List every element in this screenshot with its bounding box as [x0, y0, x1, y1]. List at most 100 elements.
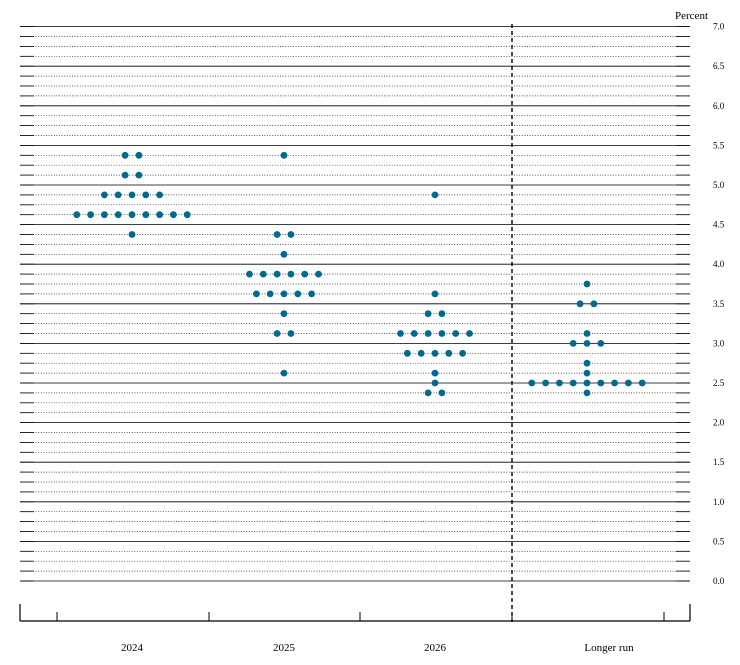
data-point: [266, 290, 274, 298]
data-point: [431, 349, 439, 357]
data-point: [542, 379, 549, 387]
data-points: [73, 151, 646, 397]
data-point: [315, 270, 322, 278]
y-tick-label: 2.0: [713, 418, 725, 428]
data-point: [280, 290, 288, 298]
y-tick-label: 3.5: [713, 299, 725, 309]
data-point: [410, 330, 418, 337]
data-point: [431, 379, 439, 387]
data-point: [583, 379, 591, 387]
data-point: [156, 191, 164, 199]
data-point: [438, 310, 446, 318]
data-point: [246, 270, 253, 278]
y-unit-label: Percent: [675, 10, 708, 22]
data-point: [556, 379, 563, 387]
data-point: [590, 300, 598, 308]
data-point: [452, 330, 460, 337]
data-point: [273, 330, 281, 337]
data-point: [576, 300, 584, 308]
data-point: [431, 369, 439, 377]
data-point: [438, 389, 446, 397]
data-point: [170, 211, 177, 219]
y-tick-label: 6.5: [713, 61, 725, 71]
data-point: [431, 290, 439, 298]
data-point: [424, 330, 432, 337]
data-point: [273, 231, 281, 238]
data-point: [397, 330, 404, 337]
data-point: [287, 231, 295, 238]
data-point: [121, 171, 129, 179]
data-point: [569, 340, 577, 347]
data-point: [135, 151, 143, 159]
x-category-label: 2026: [424, 642, 447, 654]
y-tick-label: 7.0: [713, 22, 725, 32]
data-point: [583, 330, 591, 337]
y-tick-label: 0.5: [713, 536, 725, 546]
y-tick-label: 4.5: [713, 220, 725, 230]
data-point: [287, 270, 295, 278]
data-point: [128, 191, 136, 199]
data-point: [583, 369, 591, 377]
data-point: [466, 330, 473, 337]
x-axis: [19, 604, 691, 622]
data-point: [128, 231, 136, 238]
data-point: [128, 211, 136, 219]
data-point: [583, 359, 591, 367]
data-point: [280, 369, 288, 377]
data-point: [142, 211, 150, 219]
x-category-label: 2024: [121, 642, 144, 654]
data-point: [114, 211, 122, 219]
data-point: [583, 340, 591, 347]
data-point: [597, 340, 605, 347]
data-point: [87, 211, 94, 219]
x-category-label: 2025: [273, 642, 296, 654]
data-point: [294, 290, 302, 298]
data-point: [73, 211, 81, 219]
y-tick-label: 1.0: [713, 497, 725, 507]
data-point: [273, 270, 281, 278]
y-tick-label: 4.0: [713, 259, 725, 269]
data-point: [135, 171, 143, 179]
data-point: [417, 349, 425, 357]
data-point: [638, 379, 646, 387]
data-point: [280, 151, 288, 159]
y-tick-label: 1.5: [713, 457, 725, 467]
data-point: [424, 310, 432, 318]
data-point: [459, 349, 466, 357]
y-tick-label: 6.0: [713, 101, 725, 111]
data-point: [142, 191, 150, 199]
x-category-labels: 2024 2025 2026 Longer run: [121, 642, 634, 654]
data-point: [445, 349, 453, 357]
data-point: [183, 211, 191, 219]
y-tick-labels: 0.0 0.5 1.0 1.5 2.0 2.5 3.0 3.5 4.0 4.5 5.0 5.5 6.0 6…: [713, 22, 725, 586]
data-point: [404, 349, 411, 357]
data-point: [287, 330, 295, 337]
data-point: [569, 379, 577, 387]
gridlines: [20, 24, 690, 622]
data-point: [308, 290, 315, 298]
data-point: [611, 379, 618, 387]
data-point: [101, 191, 108, 199]
data-point: [121, 151, 129, 159]
data-point: [625, 379, 632, 387]
x-category-label: Longer run: [584, 642, 634, 654]
data-point: [101, 211, 108, 219]
data-point: [253, 290, 260, 298]
data-point: [114, 191, 122, 199]
data-point: [528, 379, 536, 387]
data-point: [431, 191, 439, 199]
data-point: [424, 389, 432, 397]
y-tick-label: 3.0: [713, 338, 725, 348]
data-point: [597, 379, 605, 387]
y-tick-label: 5.5: [713, 140, 725, 150]
data-point: [583, 389, 591, 397]
y-tick-label: 0.0: [713, 576, 725, 586]
data-point: [438, 330, 446, 337]
data-point: [583, 280, 591, 288]
y-tick-label: 2.5: [713, 378, 725, 388]
data-point: [280, 250, 288, 258]
y-tick-label: 5.0: [713, 180, 725, 190]
data-point: [156, 211, 164, 219]
data-point: [301, 270, 309, 278]
